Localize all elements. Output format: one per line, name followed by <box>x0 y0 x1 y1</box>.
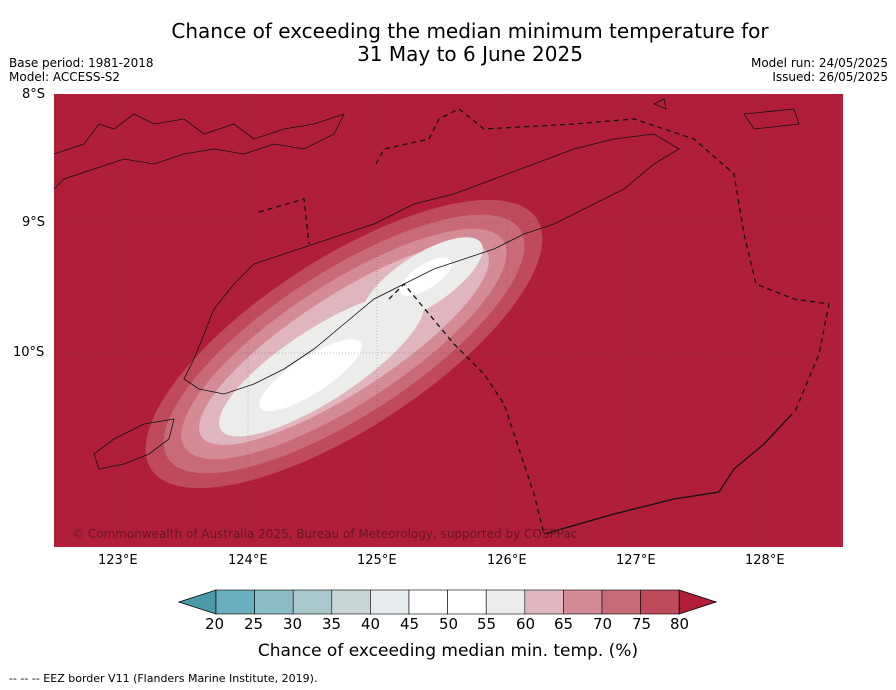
lon-label-126e: 126°E <box>487 553 527 568</box>
eez-border <box>258 108 830 535</box>
colorbar-cell <box>215 589 255 615</box>
tick-30: 30 <box>283 615 303 633</box>
contour-50a <box>259 339 362 412</box>
colorbar-label: Chance of exceeding median min. temp. (%… <box>257 641 639 661</box>
colorbar-extend-low <box>178 589 217 615</box>
coastline-flores <box>54 113 345 190</box>
lon-label-127e: 127°E <box>616 553 656 568</box>
gridlines <box>54 94 843 547</box>
colorbar-cell <box>370 589 410 615</box>
title-line-1: Chance of exceeding the median minimum t… <box>171 19 769 43</box>
base-period: Base period: 1981-2018 <box>9 56 154 70</box>
lon-label-128e: 128°E <box>745 553 785 568</box>
eez-dashed <box>258 108 830 535</box>
tick-50: 50 <box>439 615 459 633</box>
lat-label-9s: 9°S <box>22 215 46 230</box>
tick-35: 35 <box>322 615 342 633</box>
map-svg <box>54 94 843 547</box>
map-area <box>54 94 843 547</box>
lon-label-125e: 125°E <box>357 553 397 568</box>
tick-45: 45 <box>400 615 420 633</box>
colorbar-cell <box>601 589 641 615</box>
tick-75: 75 <box>632 615 652 633</box>
model-run: Model run: 24/05/2025 <box>750 56 888 70</box>
tick-70: 70 <box>593 615 613 633</box>
colorbar-cell <box>485 589 526 615</box>
colorbar-cell <box>408 589 448 615</box>
lat-label-8s: 8°S <box>22 87 46 102</box>
colorbar-cell <box>254 589 294 615</box>
colorbar <box>178 589 718 615</box>
lat-label-10s: 10°S <box>13 345 45 360</box>
colorbar-cell <box>524 589 564 615</box>
colorbar-cell <box>563 589 603 615</box>
colorbar-ticks: 20 25 30 35 40 45 50 55 60 65 70 75 80 <box>0 615 896 635</box>
coastlines <box>54 98 800 470</box>
coastline-rote <box>93 418 175 470</box>
tick-40: 40 <box>361 615 381 633</box>
copyright-notice: © Commonwealth of Australia 2025, Bureau… <box>72 527 578 541</box>
colorbar-cell <box>292 589 333 615</box>
lon-label-123e: 123°E <box>98 553 138 568</box>
model-name: Model: ACCESS-S2 <box>9 70 121 84</box>
title-line-2: 31 May to 6 June 2025 <box>357 42 583 66</box>
colorbar-cell <box>331 589 371 615</box>
meta-left: Base period: 1981-2018 Model: ACCESS-S2 <box>9 56 154 84</box>
colorbar-cell <box>447 589 487 615</box>
meta-right: Model run: 24/05/2025 Issued: 26/05/2025 <box>751 56 888 84</box>
coastline-timor <box>183 133 680 395</box>
eez-footnote: -- -- -- EEZ border V11 (Flanders Marine… <box>9 672 318 685</box>
tick-20: 20 <box>205 615 225 633</box>
tick-80: 80 <box>670 615 690 633</box>
issued-date: Issued: 26/05/2025 <box>772 70 888 84</box>
eez-solid <box>543 413 793 535</box>
map-title: Chance of exceeding the median minimum t… <box>0 20 896 66</box>
tick-65: 65 <box>554 615 574 633</box>
colorbar-cell <box>640 589 680 615</box>
lon-label-124e: 124°E <box>228 553 268 568</box>
tick-55: 55 <box>477 615 497 633</box>
tick-25: 25 <box>244 615 264 633</box>
colorbar-cells <box>178 589 718 615</box>
tick-60: 60 <box>516 615 536 633</box>
colorbar-extend-high <box>678 589 718 615</box>
coastline-islands <box>653 98 800 130</box>
